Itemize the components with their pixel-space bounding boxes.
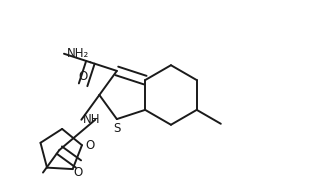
Text: NH: NH bbox=[84, 113, 101, 126]
Text: O: O bbox=[85, 139, 94, 152]
Text: O: O bbox=[74, 166, 83, 179]
Text: O: O bbox=[78, 70, 88, 83]
Text: S: S bbox=[113, 122, 121, 135]
Text: NH₂: NH₂ bbox=[67, 47, 89, 60]
